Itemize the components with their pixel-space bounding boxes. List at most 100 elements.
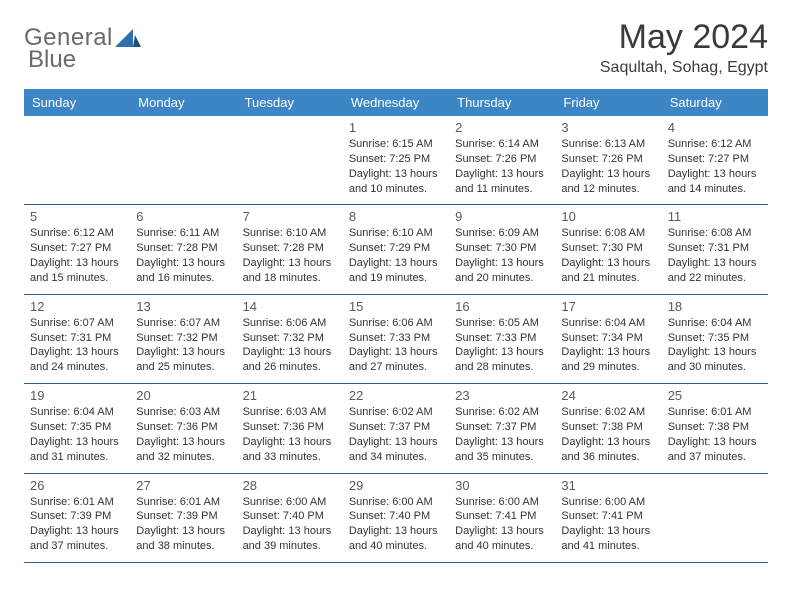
- day-info: Sunrise: 6:10 AMSunset: 7:29 PMDaylight:…: [349, 226, 443, 285]
- day-number: 30: [455, 478, 549, 493]
- day-info-line: Daylight: 13 hours: [243, 345, 337, 360]
- day-info: Sunrise: 6:11 AMSunset: 7:28 PMDaylight:…: [136, 226, 230, 285]
- day-cell: 22 Sunrise: 6:02 AMSunset: 7:37 PMDayligh…: [343, 384, 449, 473]
- day-info: Sunrise: 6:01 AMSunset: 7:38 PMDaylight:…: [668, 405, 762, 464]
- calendar-page: General May 2024 Saqultah, Sohag, Egypt …: [0, 0, 792, 563]
- day-info-line: Sunrise: 6:01 AM: [668, 405, 762, 420]
- day-number: 6: [136, 209, 230, 224]
- day-number: 27: [136, 478, 230, 493]
- day-info-line: Daylight: 13 hours: [136, 345, 230, 360]
- day-info-line: Sunrise: 6:10 AM: [349, 226, 443, 241]
- day-info-line: Daylight: 13 hours: [561, 524, 655, 539]
- day-number: 25: [668, 388, 762, 403]
- calendar-table: Sunday Monday Tuesday Wednesday Thursday…: [24, 89, 768, 563]
- day-info-line: and 35 minutes.: [455, 450, 549, 465]
- day-cell: 24Sunrise: 6:02 AMSunset: 7:38 PMDayligh…: [555, 384, 661, 473]
- day-number: 17: [561, 299, 655, 314]
- day-cell: 30 Sunrise: 6:00 AMSunset: 7:41 PMDayligh…: [449, 473, 555, 562]
- weekday-header-row: Sunday Monday Tuesday Wednesday Thursday…: [24, 89, 768, 116]
- day-cell: 5Sunrise: 6:12 AMSunset: 7:27 PMDaylight…: [24, 205, 130, 294]
- day-info-line: Sunset: 7:38 PM: [668, 420, 762, 435]
- day-number: 12: [30, 299, 124, 314]
- day-info-line: and 24 minutes.: [30, 360, 124, 375]
- day-number: 5: [30, 209, 124, 224]
- day-info-line: Sunset: 7:28 PM: [243, 241, 337, 256]
- day-cell: 27Sunrise: 6:01 AMSunset: 7:39 PMDayligh…: [130, 473, 236, 562]
- day-number: 11: [668, 209, 762, 224]
- day-info-line: and 20 minutes.: [455, 271, 549, 286]
- weekday-header: Sunday: [24, 89, 130, 116]
- day-number: 22: [349, 388, 443, 403]
- title-block: May 2024 Saqultah, Sohag, Egypt: [600, 18, 768, 77]
- day-info-line: Sunrise: 6:10 AM: [243, 226, 337, 241]
- day-info: Sunrise: 6:14 AMSunset: 7:26 PMDaylight:…: [455, 137, 549, 196]
- day-info-line: Daylight: 13 hours: [668, 167, 762, 182]
- day-info-line: Sunrise: 6:04 AM: [668, 316, 762, 331]
- day-info: Sunrise: 6:13 AMSunset: 7:26 PMDaylight:…: [561, 137, 655, 196]
- day-number: 18: [668, 299, 762, 314]
- day-cell: 26 Sunrise: 6:01 AMSunset: 7:39 PMDayligh…: [24, 473, 130, 562]
- day-number: 26: [30, 478, 124, 493]
- day-info-line: Sunrise: 6:08 AM: [561, 226, 655, 241]
- day-info: Sunrise: 6:00 AMSunset: 7:41 PMDaylight:…: [455, 495, 549, 554]
- day-info-line: Daylight: 13 hours: [243, 435, 337, 450]
- day-info: Sunrise: 6:04 AMSunset: 7:35 PMDaylight:…: [30, 405, 124, 464]
- day-info-line: Sunrise: 6:15 AM: [349, 137, 443, 152]
- day-info-line: Sunset: 7:26 PM: [561, 152, 655, 167]
- day-cell: 28Sunrise: 6:00 AMSunset: 7:40 PMDayligh…: [237, 473, 343, 562]
- day-info: Sunrise: 6:01 AMSunset: 7:39 PMDaylight:…: [30, 495, 124, 554]
- day-number: 10: [561, 209, 655, 224]
- day-info-line: and 36 minutes.: [561, 450, 655, 465]
- day-info-line: Daylight: 13 hours: [349, 524, 443, 539]
- day-number: 29: [349, 478, 443, 493]
- day-number: 13: [136, 299, 230, 314]
- day-info-line: Sunrise: 6:07 AM: [136, 316, 230, 331]
- day-info-line: Daylight: 13 hours: [455, 167, 549, 182]
- day-number: 23: [455, 388, 549, 403]
- day-info: Sunrise: 6:07 AMSunset: 7:32 PMDaylight:…: [136, 316, 230, 375]
- day-info: Sunrise: 6:02 AMSunset: 7:37 PMDaylight:…: [455, 405, 549, 464]
- day-info: Sunrise: 6:04 AMSunset: 7:34 PMDaylight:…: [561, 316, 655, 375]
- day-info-line: Sunrise: 6:12 AM: [668, 137, 762, 152]
- day-info-line: Sunset: 7:32 PM: [136, 331, 230, 346]
- day-info-line: Sunset: 7:26 PM: [455, 152, 549, 167]
- day-info-line: Sunset: 7:34 PM: [561, 331, 655, 346]
- day-info-line: Sunset: 7:36 PM: [136, 420, 230, 435]
- day-cell: 3Sunrise: 6:13 AMSunset: 7:26 PMDaylight…: [555, 116, 661, 205]
- day-cell: 19Sunrise: 6:04 AMSunset: 7:35 PMDayligh…: [24, 384, 130, 473]
- day-cell: 12Sunrise: 6:07 AMSunset: 7:31 PMDayligh…: [24, 294, 130, 383]
- day-info-line: Sunrise: 6:01 AM: [136, 495, 230, 510]
- week-row: 12Sunrise: 6:07 AMSunset: 7:31 PMDayligh…: [24, 294, 768, 383]
- day-info: Sunrise: 6:12 AMSunset: 7:27 PMDaylight:…: [668, 137, 762, 196]
- day-info: Sunrise: 6:08 AMSunset: 7:30 PMDaylight:…: [561, 226, 655, 285]
- day-info-line: and 10 minutes.: [349, 182, 443, 197]
- day-info-line: and 11 minutes.: [455, 182, 549, 197]
- day-info: Sunrise: 6:09 AMSunset: 7:30 PMDaylight:…: [455, 226, 549, 285]
- day-info-line: Daylight: 13 hours: [668, 256, 762, 271]
- day-info-line: Daylight: 13 hours: [349, 167, 443, 182]
- day-info-line: Sunrise: 6:04 AM: [30, 405, 124, 420]
- day-info-line: and 34 minutes.: [349, 450, 443, 465]
- day-info-line: and 30 minutes.: [668, 360, 762, 375]
- day-info-line: Sunset: 7:27 PM: [668, 152, 762, 167]
- day-cell: 6 Sunrise: 6:11 AMSunset: 7:28 PMDaylight…: [130, 205, 236, 294]
- day-info-line: Sunset: 7:30 PM: [455, 241, 549, 256]
- day-number: 16: [455, 299, 549, 314]
- day-info-line: Sunrise: 6:12 AM: [30, 226, 124, 241]
- day-info: Sunrise: 6:05 AMSunset: 7:33 PMDaylight:…: [455, 316, 549, 375]
- weekday-header: Tuesday: [237, 89, 343, 116]
- day-info-line: and 18 minutes.: [243, 271, 337, 286]
- day-info: Sunrise: 6:00 AMSunset: 7:40 PMDaylight:…: [349, 495, 443, 554]
- day-info-line: Daylight: 13 hours: [30, 256, 124, 271]
- day-info-line: Sunrise: 6:03 AM: [136, 405, 230, 420]
- day-info-line: Daylight: 13 hours: [243, 256, 337, 271]
- day-info-line: Daylight: 13 hours: [561, 345, 655, 360]
- day-cell: 23 Sunrise: 6:02 AMSunset: 7:37 PMDayligh…: [449, 384, 555, 473]
- day-info-line: Daylight: 13 hours: [455, 524, 549, 539]
- day-info: Sunrise: 6:02 AMSunset: 7:37 PMDaylight:…: [349, 405, 443, 464]
- day-number: 2: [455, 120, 549, 135]
- day-info: Sunrise: 6:06 AMSunset: 7:32 PMDaylight:…: [243, 316, 337, 375]
- day-info-line: and 40 minutes.: [349, 539, 443, 554]
- weekday-header: Thursday: [449, 89, 555, 116]
- day-info-line: Daylight: 13 hours: [243, 524, 337, 539]
